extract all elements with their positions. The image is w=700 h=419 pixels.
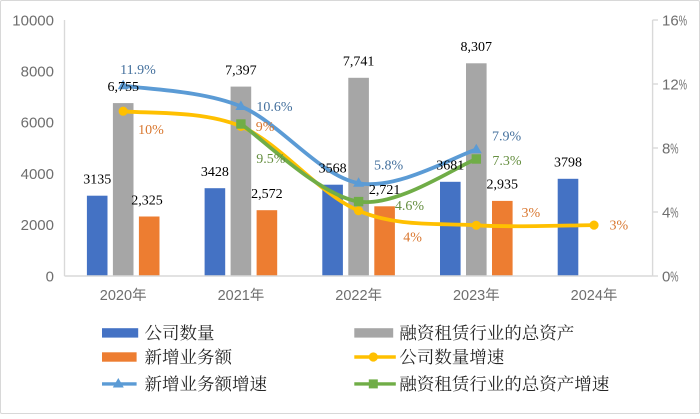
- svg-text:2022: 2022: [335, 288, 367, 304]
- svg-text:3568: 3568: [319, 162, 347, 177]
- svg-text:4: 4: [662, 204, 670, 221]
- svg-text:0: 0: [662, 268, 670, 285]
- svg-text:8: 8: [662, 140, 670, 157]
- svg-text:4.6%: 4.6%: [395, 199, 425, 214]
- svg-text:2021: 2021: [218, 288, 250, 304]
- svg-text:11.9%: 11.9%: [120, 63, 156, 78]
- svg-text:3798: 3798: [554, 156, 582, 171]
- svg-text:10000: 10000: [12, 12, 54, 29]
- svg-text:3681: 3681: [436, 159, 464, 174]
- svg-text:2020: 2020: [100, 288, 132, 304]
- svg-text:%: %: [679, 12, 687, 29]
- svg-text:10%: 10%: [138, 123, 164, 138]
- svg-text:%: %: [670, 268, 678, 285]
- svg-text:3428: 3428: [201, 165, 229, 180]
- svg-text:4%: 4%: [403, 231, 422, 246]
- svg-text:8,307: 8,307: [461, 40, 493, 55]
- svg-text:9.5%: 9.5%: [256, 152, 286, 167]
- svg-text:2,325: 2,325: [131, 193, 163, 208]
- svg-text:9%: 9%: [256, 120, 275, 135]
- svg-text:0: 0: [46, 268, 54, 285]
- svg-text:10.6%: 10.6%: [256, 100, 293, 115]
- svg-text:2,721: 2,721: [369, 183, 401, 198]
- svg-text:4000: 4000: [21, 166, 54, 183]
- svg-text:3%: 3%: [609, 219, 628, 234]
- svg-text:7.9%: 7.9%: [492, 129, 522, 144]
- svg-text:7.3%: 7.3%: [492, 154, 522, 169]
- svg-text:5.8%: 5.8%: [374, 159, 404, 174]
- svg-text:3135: 3135: [83, 173, 111, 188]
- svg-text:%: %: [670, 204, 678, 221]
- svg-text:7,397: 7,397: [225, 63, 257, 78]
- svg-text:16: 16: [662, 12, 679, 29]
- svg-text:7,741: 7,741: [343, 55, 375, 70]
- svg-text:2023: 2023: [453, 288, 485, 304]
- svg-text:12: 12: [662, 76, 679, 93]
- svg-text:2024: 2024: [571, 288, 603, 304]
- svg-text:6000: 6000: [21, 115, 54, 132]
- svg-text:8000: 8000: [21, 64, 54, 81]
- svg-text:6,755: 6,755: [107, 80, 139, 95]
- svg-text:2,935: 2,935: [487, 178, 519, 193]
- svg-text:2000: 2000: [21, 217, 54, 234]
- svg-text:%: %: [670, 140, 678, 157]
- svg-text:3%: 3%: [521, 206, 540, 221]
- svg-text:2,572: 2,572: [251, 187, 283, 202]
- svg-text:%: %: [679, 76, 687, 93]
